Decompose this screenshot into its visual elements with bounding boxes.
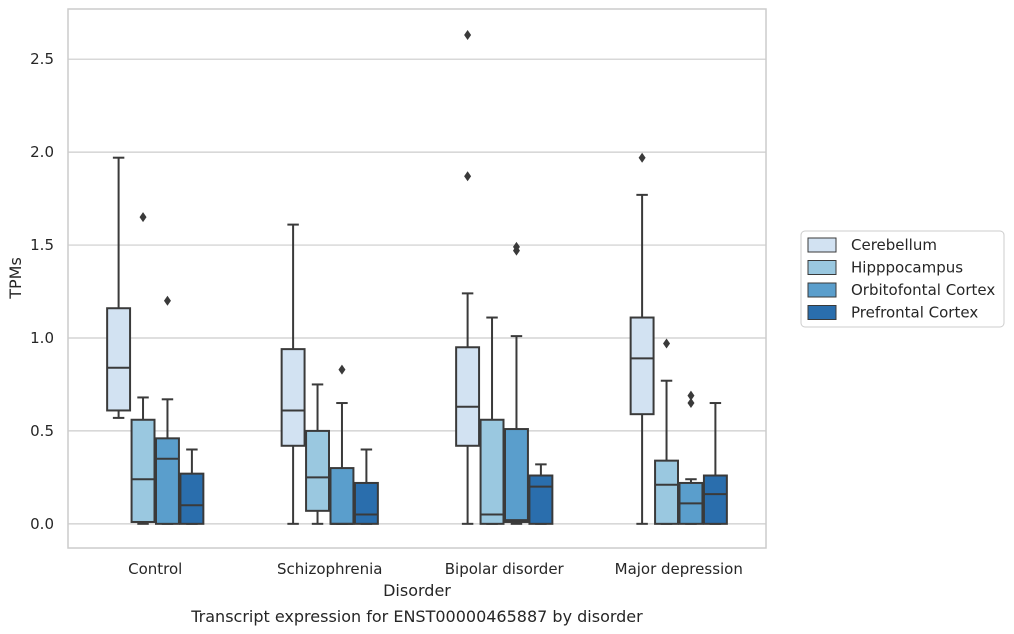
y-tick-label: 2.5 (30, 50, 54, 68)
outlier-point (638, 152, 646, 163)
box-iqr (654, 459, 680, 525)
box-iqr (528, 474, 554, 525)
y-tick-label: 2.0 (30, 143, 54, 161)
box-iqr (329, 467, 355, 525)
outlier-point (512, 241, 520, 252)
x-axis-ticks: Control Schizophrenia Bipolar disorder Majo… (128, 560, 743, 578)
box-cerebellum (280, 223, 306, 525)
x-tick-label: Major depression (615, 560, 743, 578)
box-prefrontal-cortex (179, 448, 205, 525)
legend-swatch (807, 305, 837, 320)
box-orbitofontal-cortex (504, 241, 529, 525)
outlier-point (338, 364, 346, 375)
outlier-point (687, 390, 695, 401)
legend: Cerebellum Hipppocampus Orbitofontal Corte… (800, 230, 1005, 328)
box-iqr (305, 429, 331, 512)
outlier-point (139, 212, 147, 223)
outlier-point (687, 398, 695, 409)
x-tick-label: Bipolar disorder (445, 560, 565, 578)
box-prefrontal-cortex (702, 402, 728, 525)
legend-label: Cerebellum (851, 236, 937, 254)
box-iqr (455, 346, 481, 447)
x-tick-label: Control (128, 560, 182, 578)
outlier-point (163, 295, 171, 306)
outlier-point (464, 171, 472, 182)
box-plot-area (106, 30, 728, 525)
box-cerebellum (106, 156, 132, 419)
box-cerebellum (455, 30, 481, 525)
legend-label: Orbitofontal Cortex (851, 281, 995, 299)
box-iqr (629, 316, 655, 416)
legend-swatch (807, 237, 837, 253)
box-iqr (106, 307, 132, 412)
legend-label: Hipppocampus (851, 259, 963, 277)
box-hipppocampus (130, 212, 156, 525)
box-iqr (353, 481, 379, 525)
box-orbitofontal-cortex (329, 364, 355, 525)
box-iqr (702, 474, 728, 525)
box-iqr (280, 348, 306, 447)
plot-frame (67, 8, 767, 549)
legend-swatch (807, 260, 837, 275)
box-iqr (155, 437, 180, 525)
box-hipppocampus (305, 383, 331, 525)
box-orbitofontal-cortex (155, 295, 180, 525)
box-prefrontal-cortex (528, 463, 554, 525)
box-iqr (130, 418, 156, 523)
y-tick-label: 1.0 (30, 329, 54, 347)
legend-label: Prefrontal Cortex (851, 304, 978, 322)
legend-frame (800, 230, 1005, 328)
box-cerebellum (629, 152, 655, 525)
x-axis-title: Disorder (383, 581, 451, 600)
y-tick-label: 0.0 (30, 515, 54, 533)
x-tick-label: Schizophrenia (277, 560, 382, 578)
figure-caption: Transcript expression for ENST0000046588… (190, 607, 643, 626)
box-orbitofontal-cortex (678, 390, 704, 525)
outlier-point (663, 338, 671, 349)
box-iqr (504, 428, 529, 523)
box-hipppocampus (479, 316, 505, 525)
y-tick-label: 0.5 (30, 422, 54, 440)
grid-lines (68, 58, 766, 525)
legend-swatch (807, 282, 837, 298)
outlier-point (464, 30, 472, 41)
y-axis-ticks: 0.0 0.5 1.0 1.5 2.0 2.5 (30, 50, 54, 533)
y-axis-title: TPMs (6, 257, 25, 300)
box-hipppocampus (654, 338, 680, 525)
box-iqr (479, 418, 505, 525)
y-tick-label: 1.5 (30, 236, 54, 254)
box-prefrontal-cortex (353, 448, 379, 525)
box-iqr (179, 472, 205, 525)
